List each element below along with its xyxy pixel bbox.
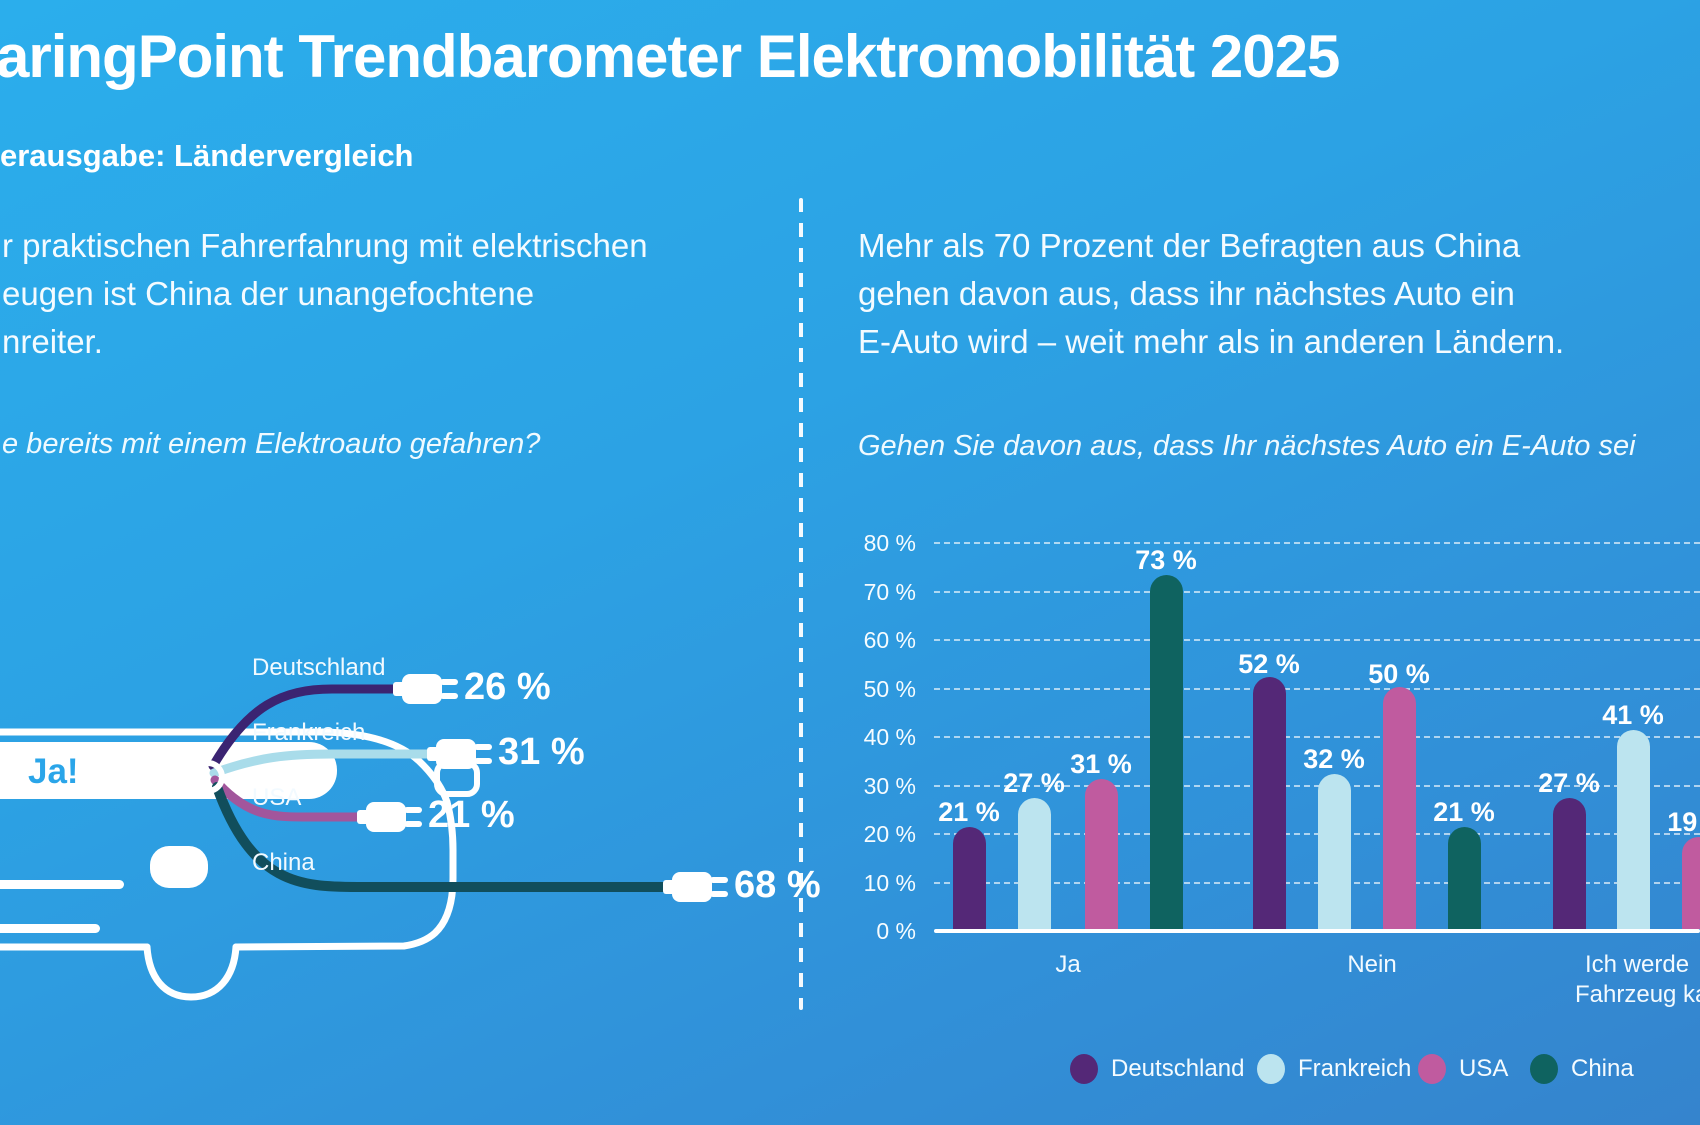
gridline-40 [934, 736, 1700, 738]
bar-value-label: 27 % [1003, 768, 1065, 798]
gridline-70 [934, 591, 1700, 593]
cable-usa [210, 775, 375, 822]
row-label-china: China [252, 849, 315, 876]
legend-dot-usa [1418, 1054, 1446, 1084]
ytick-70: 70 % [863, 579, 916, 605]
legend-dot-deutschland [1070, 1054, 1098, 1084]
legend-item-deutschland: Deutschland [1070, 1053, 1244, 1085]
legend-item-frankreich: Frankreich [1257, 1053, 1411, 1085]
legend-label: China [1571, 1055, 1634, 1082]
page-title: aringPoint Trendbarometer Elektromobilit… [0, 23, 1340, 90]
car-window [0, 742, 337, 799]
plug-icon-china [663, 869, 730, 905]
legend-label: Deutschland [1111, 1055, 1245, 1082]
gridline-20 [934, 833, 1700, 835]
legend-label: USA [1459, 1055, 1509, 1082]
bar-kauf-frankreich [1617, 730, 1650, 929]
bar-ja-china [1150, 575, 1183, 929]
bar-value-label: 27 % [1538, 768, 1600, 798]
xlabel-nein: Nein [1347, 951, 1397, 978]
charging-cables [208, 684, 681, 892]
value-frankreich: 31 % [498, 731, 585, 773]
plug-icon-usa [357, 799, 424, 835]
car-ja-label: Ja! [28, 752, 79, 791]
bar-ja-deutschland [953, 827, 986, 929]
bar-value-label: 73 % [1135, 545, 1197, 575]
value-usa: 21 % [428, 794, 515, 836]
legend-dot-frankreich [1257, 1054, 1285, 1084]
headlight-icon [150, 846, 208, 888]
xlabel-kauf-line-1: Ich werde [1585, 951, 1690, 978]
bar-value-label: 21 % [938, 797, 1000, 827]
gridline-80 [934, 542, 1700, 544]
panel-divider [799, 198, 803, 1010]
right-paragraph: Mehr als 70 Prozent der Befragten aus Ch… [858, 222, 1564, 366]
bar-value-label: 32 % [1303, 744, 1365, 774]
left-paragraph-line-1: r praktischen Fahrerfahrung mit elektris… [2, 227, 648, 264]
ytick-80: 80 % [863, 530, 916, 556]
bar-value-label: 52 % [1238, 649, 1300, 679]
ytick-10: 10 % [863, 870, 916, 896]
bar-ja-frankreich [1018, 798, 1051, 929]
ytick-50: 50 % [863, 676, 916, 702]
value-deutschland: 26 % [464, 666, 551, 708]
right-paragraph-line-1: Mehr als 70 Prozent der Befragten aus Ch… [858, 227, 1521, 264]
value-china: 68 % [734, 864, 821, 906]
x-axis-line [934, 929, 1700, 933]
gridline-50 [934, 688, 1700, 690]
page-subtitle: erausgabe: Ländervergleich [0, 138, 414, 173]
bar-nein-usa [1383, 687, 1416, 929]
cable-frankreich [209, 749, 445, 778]
ytick-20: 20 % [863, 821, 916, 847]
ytick-0: 0 % [876, 918, 916, 944]
right-paragraph-line-3: E-Auto wird – weit mehr als in anderen L… [858, 323, 1565, 360]
bar-value-label: 21 % [1433, 797, 1495, 827]
xlabel-kauf-line-2: Fahrzeug ka [1575, 981, 1700, 1008]
ytick-40: 40 % [863, 724, 916, 750]
right-paragraph-line-2: gehen davon aus, dass ihr nächstes Auto … [858, 275, 1515, 312]
charge-port-icon [191, 760, 225, 794]
ytick-30: 30 % [863, 773, 916, 799]
gridline-30 [934, 785, 1700, 787]
plug-icon-deutschland [393, 671, 460, 707]
left-question: e bereits mit einem Elektroauto gefahren… [2, 428, 541, 460]
row-label-frankreich: Frankreich [252, 719, 366, 746]
bar-value-label: 41 % [1602, 700, 1664, 730]
legend-item-usa: USA [1418, 1053, 1508, 1085]
legend-dot-china [1530, 1054, 1558, 1084]
gridline-10 [934, 882, 1700, 884]
gridline-60 [934, 639, 1700, 641]
bar-value-label: 50 % [1368, 659, 1430, 689]
left-paragraph: r praktischen Fahrerfahrung mit elektris… [2, 222, 648, 366]
cable-deutschland [208, 684, 409, 771]
left-paragraph-line-3: nreiter. [2, 323, 103, 360]
ytick-60: 60 % [863, 627, 916, 653]
bumper-line-upper [0, 880, 124, 889]
row-label-usa: USA [252, 784, 302, 811]
right-question: Gehen Sie davon aus, dass Ihr nächstes A… [858, 430, 1636, 462]
bar-kauf-usa [1682, 837, 1700, 929]
cable-china [212, 782, 681, 892]
bar-nein-deutschland [1253, 677, 1286, 929]
plug-icon-frankreich [427, 736, 494, 772]
bar-value-label: 19 % [1667, 807, 1700, 837]
bar-nein-frankreich [1318, 774, 1351, 929]
bar-kauf-deutschland [1553, 798, 1586, 929]
legend-item-china: China [1530, 1053, 1634, 1085]
legend-label: Frankreich [1298, 1055, 1412, 1082]
bar-nein-china [1448, 827, 1481, 929]
bar-value-label: 31 % [1070, 749, 1132, 779]
xlabel-ja: Ja [1055, 951, 1081, 978]
row-label-deutschland: Deutschland [252, 654, 386, 681]
bar-ja-usa [1085, 779, 1118, 929]
left-paragraph-line-2: eugen ist China der unangefochtene [2, 275, 535, 312]
bumper-line-lower [0, 924, 100, 933]
